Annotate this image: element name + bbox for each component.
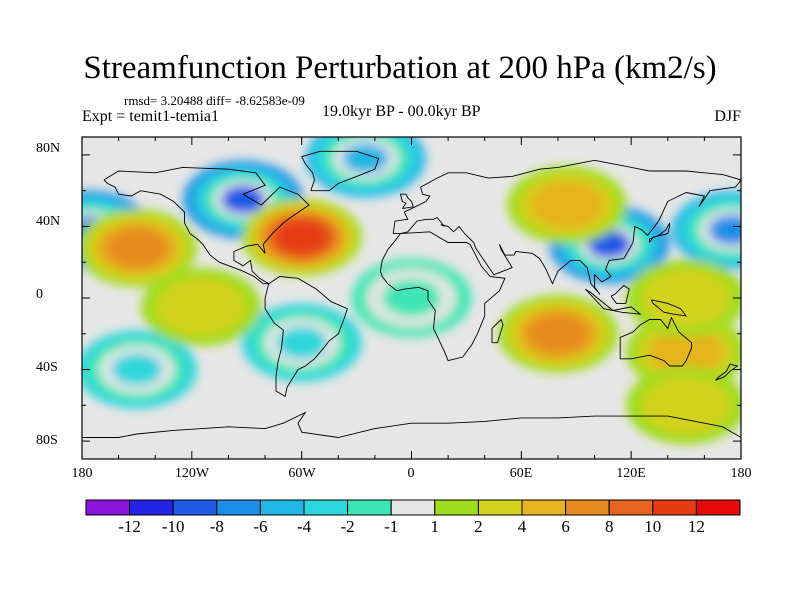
colorbar-box [695,499,741,516]
x-tick-label: 0 [407,466,415,481]
contour-region [281,223,323,251]
colorbar-box [129,499,174,516]
y-tick-label: 0 [36,287,43,302]
colorbar-label: 2 [474,517,483,536]
coastline-borneo [610,284,630,304]
y-tick-label: 80S [36,433,58,448]
coastline-madagascar [491,318,504,344]
colorbar-label: -1 [384,517,399,536]
coastline-north-america [103,166,310,285]
stats-label: rmsd= 3.20488 diff= -8.62583e-09 [124,93,305,108]
coastline-australia [619,316,693,367]
colorbar-label: -6 [253,517,268,536]
contour-region [171,287,231,326]
axis-ticks [81,137,742,459]
x-tick-label: 120W [174,466,210,481]
colorbar-label: 12 [687,517,705,536]
contour-region [534,318,582,349]
contour-region [541,188,593,222]
contour-region [708,215,741,246]
chart-title: Streamfunction Perturbation at 200 hPa (… [83,50,717,86]
contour-region [342,143,389,174]
contour-region [656,279,716,317]
colorbar-label: -12 [118,517,141,536]
contour-fill [82,137,741,445]
colorbar-box [652,499,697,516]
coastline-greenland [301,150,380,192]
contour-region [111,353,163,387]
colorbar-box [259,499,305,516]
y-tick-label: 40N [36,214,61,229]
contour-region [221,185,265,214]
coastline-antarctica [82,411,741,438]
x-tick-label: 60E [509,466,533,481]
coastline-africa [379,231,506,362]
coastline-eurasia [392,159,741,295]
coastlines [82,150,741,438]
x-tick-label: 120E [616,466,646,481]
colorbar-label: -4 [296,517,312,536]
coastline-indonesia [585,288,642,315]
colorbar-box [521,499,567,516]
colorbar-box [608,499,654,516]
colorbar [85,499,741,516]
experiment-label: Expt = temit1-temia1 [82,108,219,125]
coastline-new-guinea [650,299,688,317]
colorbar-label: -8 [209,517,224,536]
colorbar-box [216,499,261,516]
coastline-new-zealand [715,363,739,381]
colorbar-label: 8 [604,517,614,536]
colorbar-label: -10 [161,517,185,536]
y-tick-label: 40S [36,360,58,375]
colorbar-box [434,499,479,516]
x-tick-label: 60W [288,466,316,481]
colorbar-label: 1 [430,517,440,536]
colorbar-box [390,499,436,516]
colorbar-box [347,499,392,516]
colorbar-box [85,499,131,516]
colorbar-box [477,499,523,516]
contour-region [656,386,716,425]
period-label: 19.0kyr BP - 00.0kyr BP [322,103,481,120]
colorbar-label: 10 [644,517,662,536]
colorbar-box [565,499,610,516]
contour-region [113,232,161,263]
coastline-uk [399,193,414,210]
contour-region [276,326,328,360]
contour-region [660,335,712,369]
colorbar-box [172,499,218,516]
colorbar-box [303,499,349,516]
coastline-japan [649,222,671,243]
coastline-south-america [264,276,348,398]
colorbar-label: -2 [340,517,355,536]
contour-region [382,279,441,317]
season-label: DJF [714,108,741,125]
colorbar-label: 4 [517,517,527,536]
y-tick-label: 80N [36,141,61,156]
x-tick-label: 180 [730,466,752,481]
colorbar-label: 6 [561,517,570,536]
x-tick-label: 180 [71,466,93,481]
plot-frame [81,136,742,460]
field-layer [82,137,741,459]
